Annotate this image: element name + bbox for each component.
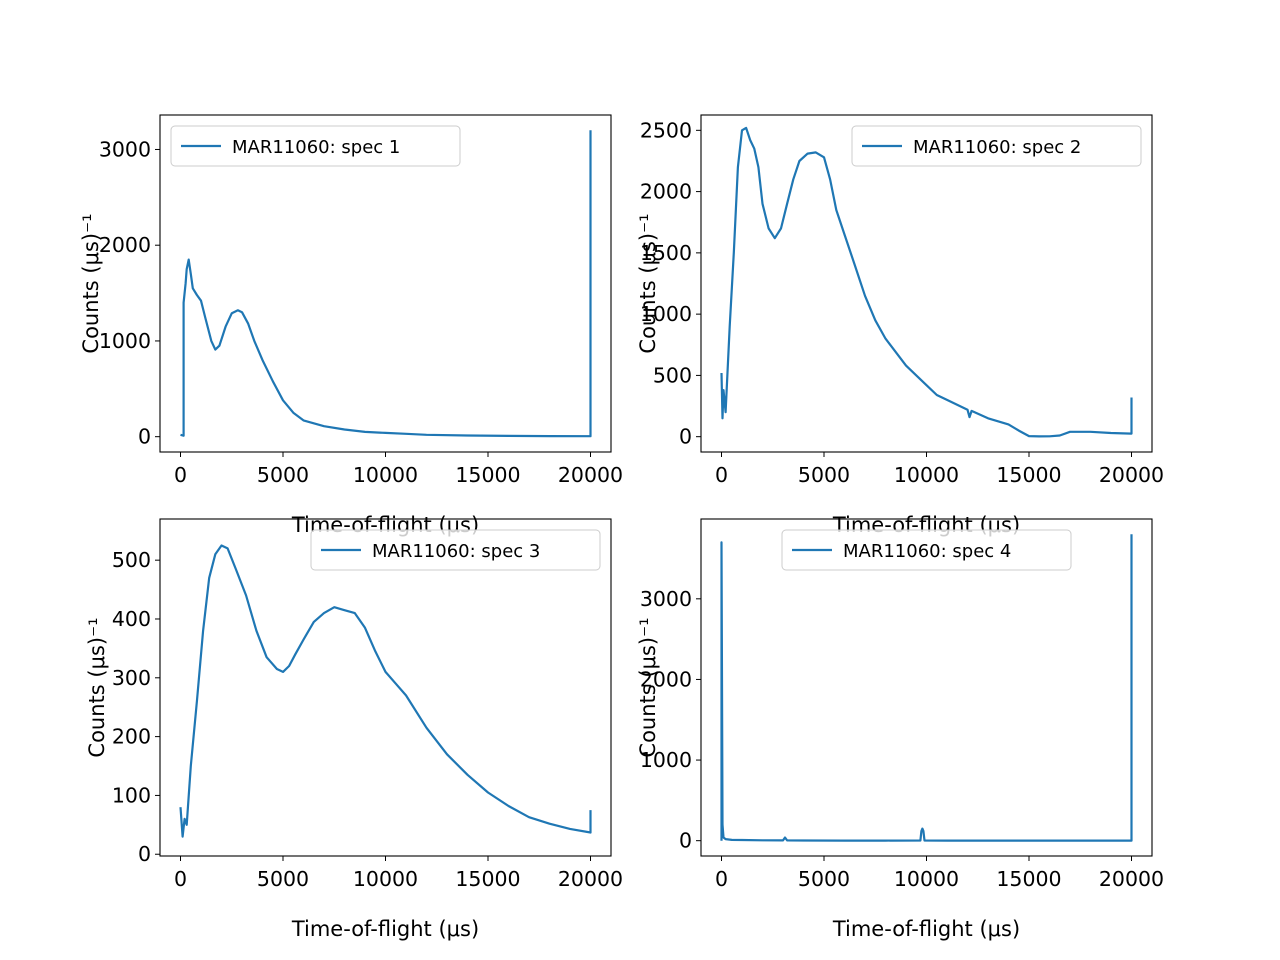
x-axis-label: Time-of-flight (μs) — [291, 917, 479, 941]
legend-label: MAR11060: spec 1 — [232, 137, 400, 158]
y-tick-label: 0 — [679, 425, 692, 449]
y-tick-label: 2500 — [640, 118, 692, 142]
y-tick-label: 2000 — [640, 180, 692, 204]
x-tick-label: 10000 — [353, 463, 418, 487]
series-line-1 — [720, 126, 1133, 438]
chart-panel-2: 0 5000 10000 15000 20000 0 500 1000 1500 2000 2500… — [636, 114, 1164, 537]
x-tick-label: 15000 — [996, 867, 1061, 891]
legend-box — [310, 529, 601, 571]
x-tick-label: 20000 — [558, 463, 623, 487]
y-tick-label: 500 — [653, 363, 692, 387]
series-line-1 — [180, 130, 592, 438]
x-tick-label: 0 — [715, 463, 728, 487]
y-tick-label: 2000 — [640, 667, 692, 691]
chart-panel-1: 0 5000 10000 15000 200000100020003000Time-of… — [79, 114, 623, 537]
y-tick-label: 3000 — [99, 137, 151, 161]
legend-box — [851, 125, 1142, 167]
x-tick-label: 0 — [715, 867, 728, 891]
series-line-1 — [720, 534, 1133, 842]
x-tick-label: 5000 — [257, 463, 309, 487]
x-tick-label: 10000 — [353, 867, 418, 891]
x-tick-label: 15000 — [455, 463, 520, 487]
y-tick-label: 1000 — [640, 302, 692, 326]
y-tick-label: 0 — [138, 425, 151, 449]
legend-label: MAR11060: spec 3 — [372, 541, 540, 562]
y-tick-label: 0 — [138, 842, 151, 866]
legend: MAR11060: spec 2 — [851, 125, 1142, 167]
chart-panel-3: 0 5000 10000 15000 20000 0 100 200 300 400 500 Time… — [85, 518, 623, 941]
x-tick-label: 15000 — [455, 867, 520, 891]
legend-box — [170, 125, 461, 167]
legend: MAR11060: spec 3 — [310, 529, 601, 571]
x-tick-label: 20000 — [1099, 867, 1164, 891]
x-tick-label: 15000 — [996, 463, 1061, 487]
y-tick-label: 0 — [679, 829, 692, 853]
x-tick-label: 5000 — [798, 867, 850, 891]
y-tick-label: 2000 — [99, 233, 151, 257]
x-axis-label: Time-of-flight (μs) — [832, 917, 1020, 941]
y-tick-label: 1500 — [640, 241, 692, 265]
x-tick-label: 5000 — [798, 463, 850, 487]
y-tick-label: 1000 — [99, 329, 151, 353]
x-tick-label: 0 — [174, 463, 187, 487]
y-tick-label: 400 — [112, 607, 151, 631]
x-tick-label: 20000 — [558, 867, 623, 891]
y-axis-label: Counts (μs)⁻¹ — [636, 617, 660, 757]
x-tick-label: 0 — [174, 867, 187, 891]
x-tick-label: 10000 — [894, 867, 959, 891]
y-axis-label: Counts (μs)⁻¹ — [85, 617, 109, 757]
x-tick-label: 5000 — [257, 867, 309, 891]
legend: MAR11060: spec 4 — [781, 529, 1072, 571]
y-tick-label: 3000 — [640, 587, 692, 611]
y-axis-label: Counts (μs)⁻¹ — [79, 213, 103, 353]
series-line-1 — [179, 544, 592, 838]
x-tick-label: 10000 — [894, 463, 959, 487]
y-tick-label: 200 — [112, 725, 151, 749]
chart-panel-4: 0 5000 10000 15000 20000 0 1000 2000 3000 Time-of… — [636, 518, 1164, 941]
legend-box — [781, 529, 1072, 571]
y-tick-label: 500 — [112, 548, 151, 572]
y-tick-label: 300 — [112, 666, 151, 690]
y-tick-label: 1000 — [640, 748, 692, 772]
legend: MAR11060: spec 1 — [170, 125, 461, 167]
x-tick-label: 20000 — [1099, 463, 1164, 487]
legend-label: MAR11060: spec 4 — [843, 541, 1011, 562]
y-tick-label: 100 — [112, 783, 151, 807]
legend-label: MAR11060: spec 2 — [913, 137, 1081, 158]
y-axis-label: Counts (μs)⁻¹ — [636, 213, 660, 353]
